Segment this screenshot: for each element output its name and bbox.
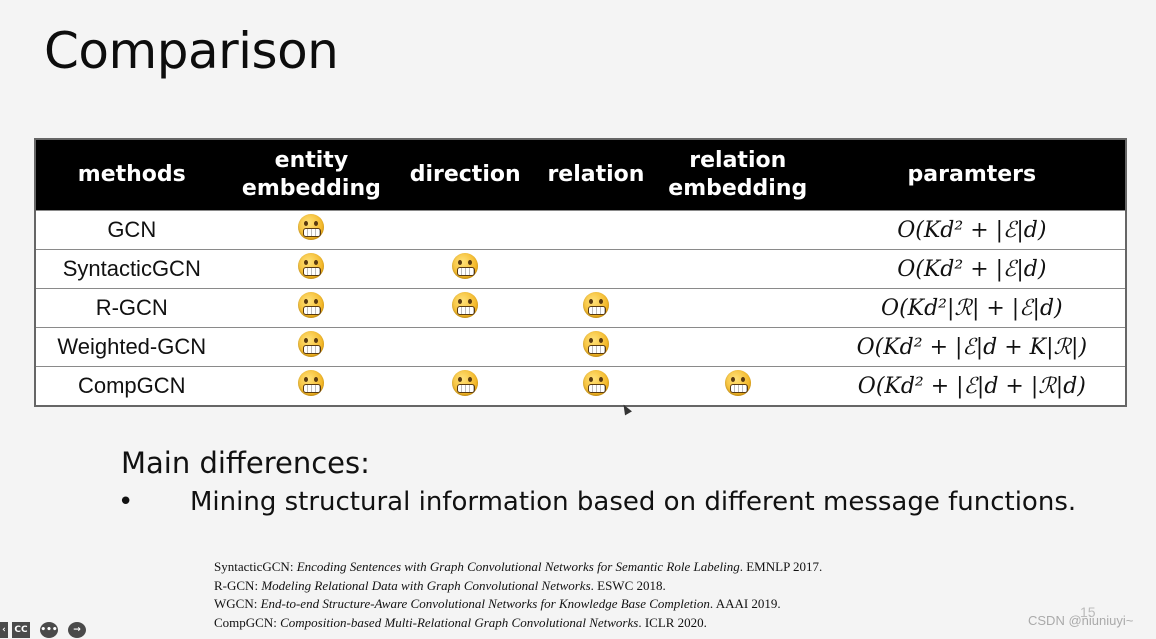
reference-method: WGCN: [214,596,258,611]
main-differences-heading: Main differences: [121,446,370,480]
more-options-icon[interactable]: ••• [40,622,58,638]
grinning-face-icon [298,369,325,396]
reference-line: CompGCN: Composition-based Multi-Relatio… [214,614,822,633]
table-row: SyntacticGCN O(Kd² + |ℰ|d) [35,249,1126,289]
feature-cell [395,210,536,250]
feature-cell [535,210,657,250]
reference-method: SyntacticGCN: [214,559,294,574]
method-name: R-GCN [35,288,228,328]
grinning-face-icon [582,330,609,357]
reference-method: R-GCN: [214,577,259,593]
parameter-complexity: O(Kd² + |ℰ|d) [818,249,1126,289]
table-row: Weighted-GCN O(Kd² + |ℰ|d + K|ℛ|) [35,327,1126,367]
page-number: 15 [1080,604,1096,620]
column-header: methods [35,139,228,211]
method-name: CompGCN [35,366,228,406]
grinning-face-icon [298,252,325,279]
reference-venue: . EMNLP 2017. [739,559,823,574]
grinning-face-icon [298,330,325,357]
grinning-face-icon [724,369,751,396]
watermark: CSDN @niuniuyi~ [1028,613,1134,628]
feature-cell [227,366,396,406]
reference-title: End-to-end Structure-Aware Convolutional… [260,596,710,611]
reference-line: SyntacticGCN: Encoding Sentences with Gr… [214,558,822,577]
slide-title: Comparison [44,22,339,80]
table-row: R-GCN O(Kd²|ℛ| + |ℰ|d) [35,288,1126,328]
reference-title: Encoding Sentences with Graph Convolutio… [296,559,740,574]
reference-line: R-GCN: Modeling Relational Data with Gra… [214,577,822,596]
reference-venue: . AAAI 2019. [709,596,781,611]
reference-venue: . ESWC 2018. [590,577,666,593]
grinning-face-icon [452,369,479,396]
method-name: SyntacticGCN [35,249,228,289]
references: SyntacticGCN: Encoding Sentences with Gr… [214,558,822,632]
feature-cell [656,210,819,250]
feature-cell [535,366,657,406]
method-name: GCN [35,210,228,250]
reference-title: Modeling Relational Data with Graph Conv… [261,577,591,593]
chevron-icon[interactable]: ‹ [0,622,8,638]
feature-cell [395,288,536,328]
bullet-icon: • [118,487,134,517]
column-header: relation embedding [656,139,819,211]
reference-venue: . ICLR 2020. [638,614,707,630]
reference-line: WGCN: End-to-end Structure-Aware Convolu… [214,595,822,614]
feature-cell [395,366,536,406]
parameter-complexity: O(Kd² + |ℰ|d + K|ℛ|) [818,327,1126,367]
feature-cell [656,288,819,328]
grinning-face-icon [582,369,609,396]
table-header-row: methods entity embedding direction relat… [35,139,1126,211]
feature-cell [395,249,536,289]
column-header: entity embedding [227,139,396,211]
parameter-complexity: O(Kd² + |ℰ|d) [818,210,1126,250]
parameter-complexity: O(Kd²|ℛ| + |ℰ|d) [818,288,1126,328]
column-header: direction [395,139,536,211]
feature-cell [395,327,536,367]
grinning-face-icon [452,252,479,279]
feature-cell [227,249,396,289]
grinning-face-icon [298,291,325,318]
comparison-table: methods entity embedding direction relat… [34,138,1127,407]
closed-captions-icon[interactable]: CC [12,622,30,638]
bullet-text: Mining structural information based on d… [190,487,1077,517]
feature-cell [535,249,657,289]
method-name: Weighted-GCN [35,327,228,367]
feature-cell [535,327,657,367]
reference-title: Composition-based Multi-Relational Graph… [280,614,639,630]
feature-cell [535,288,657,328]
table-row: GCN O(Kd² + |ℰ|d) [35,210,1126,250]
grinning-face-icon [298,213,325,240]
column-header: paramters [818,139,1126,211]
feature-cell [227,210,396,250]
feature-cell [227,288,396,328]
column-header: relation [535,139,657,211]
next-arrow-icon[interactable]: → [68,622,86,638]
feature-cell [656,366,819,406]
feature-cell [656,249,819,289]
table-row: CompGCN O(Kd² + |ℰ|d + |ℛ|d) [35,366,1126,406]
grinning-face-icon [452,291,479,318]
reference-method: CompGCN: [214,614,277,630]
feature-cell [656,327,819,367]
grinning-face-icon [582,291,609,318]
feature-cell [227,327,396,367]
parameter-complexity: O(Kd² + |ℰ|d + |ℛ|d) [818,366,1126,406]
